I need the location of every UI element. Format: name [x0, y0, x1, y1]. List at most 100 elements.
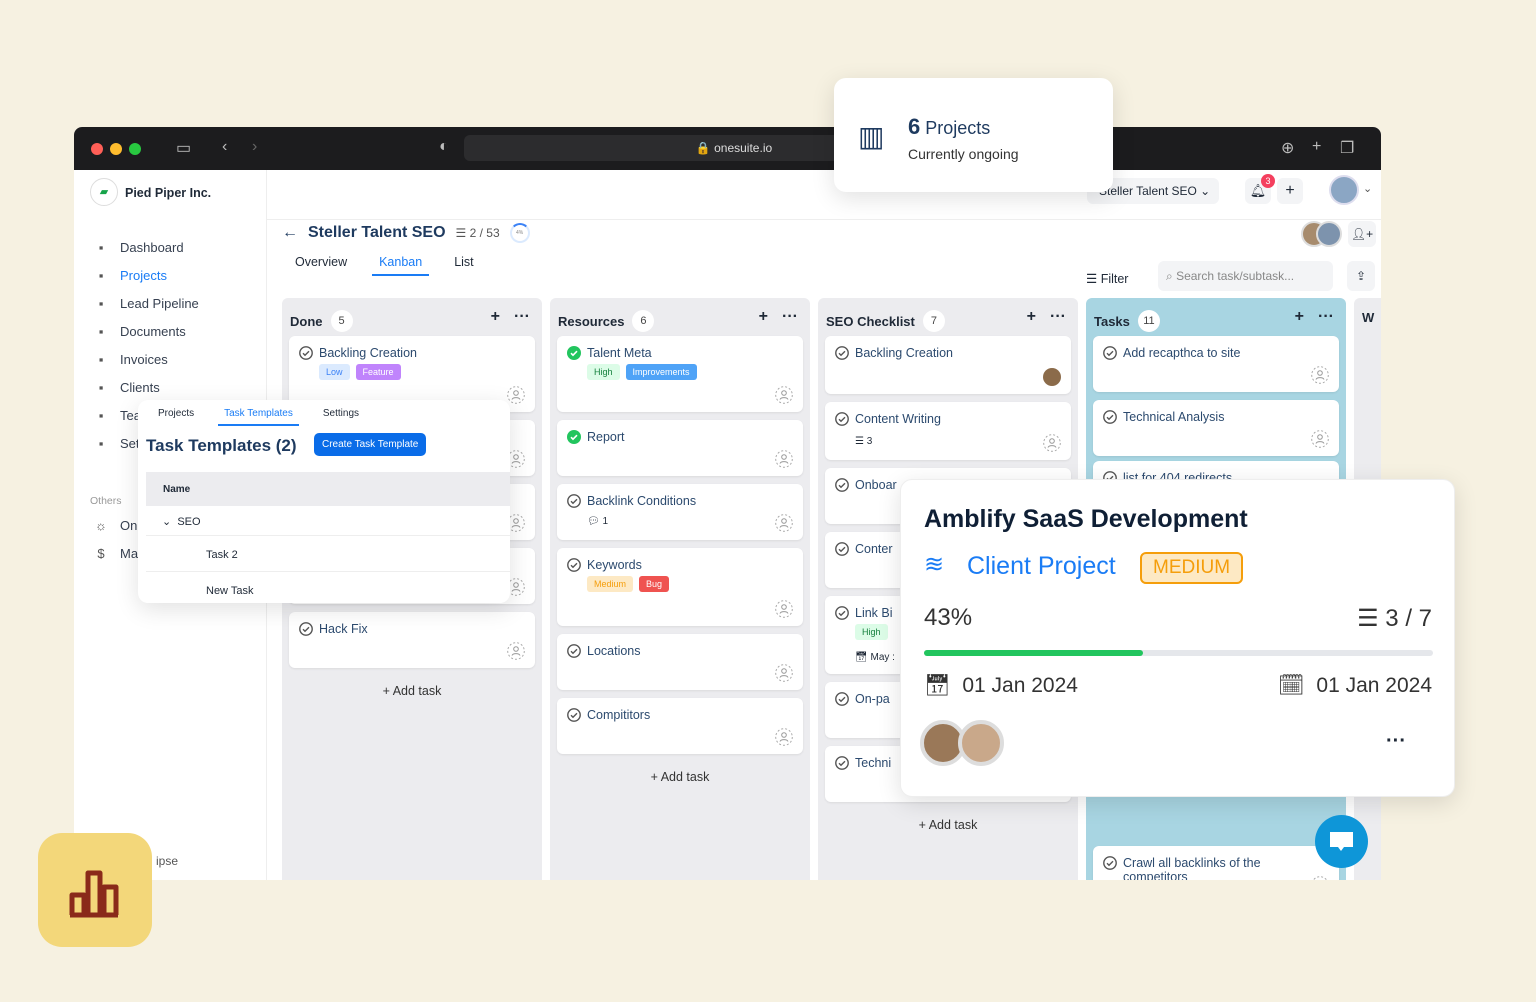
filter-button[interactable]: ☰ Filter	[1086, 272, 1129, 286]
template-row[interactable]: Task 2	[146, 538, 510, 572]
tabs-icon[interactable]: ❐	[1340, 140, 1355, 157]
task-card[interactable]: Add recapthca to site	[1093, 336, 1339, 392]
check-circle-icon[interactable]	[567, 708, 581, 722]
check-circle-icon[interactable]	[835, 606, 849, 620]
sidebar-item-lead-pipeline[interactable]: ▪ Lead Pipeline	[94, 296, 199, 311]
sidebar-item-tea[interactable]: ▪ Tea	[94, 408, 141, 423]
check-circle-icon[interactable]	[1103, 856, 1117, 870]
user-avatar[interactable]	[1329, 175, 1359, 205]
assignee-icon[interactable]	[775, 450, 793, 468]
check-circle-icon[interactable]	[567, 644, 581, 658]
task-card[interactable]: Report	[557, 420, 803, 476]
column-menu-icon[interactable]: ···	[1050, 308, 1066, 325]
add-card-icon[interactable]: +	[490, 308, 501, 325]
forward-icon[interactable]: ›	[252, 138, 258, 155]
back-icon[interactable]: ‹	[222, 138, 228, 155]
check-circle-icon[interactable]	[835, 542, 849, 556]
member-avatar[interactable]	[958, 720, 1004, 766]
sidebar-toggle-icon[interactable]: ▭	[176, 140, 192, 157]
assignee-icon[interactable]	[1311, 876, 1329, 880]
assignee-icon[interactable]	[1311, 430, 1329, 448]
create-task-template-button[interactable]: Create Task Template	[314, 433, 427, 456]
check-circle-icon[interactable]	[1103, 410, 1117, 424]
task-card[interactable]: Backlink Conditions 💬︎ 1	[557, 484, 803, 540]
sidebar-item-clients[interactable]: ▪ Clients	[94, 380, 160, 395]
add-icon[interactable]: +	[1277, 178, 1303, 204]
org-name[interactable]: Pied Piper Inc.	[125, 186, 212, 200]
new-tab-icon[interactable]: +	[1312, 138, 1322, 155]
close-window-button[interactable]	[91, 143, 103, 155]
column-menu-icon[interactable]: ···	[1318, 308, 1334, 325]
task-card[interactable]: Hack Fix	[289, 612, 535, 668]
check-circle-icon[interactable]	[299, 622, 313, 636]
back-arrow-icon[interactable]: ←	[282, 224, 298, 241]
assignee-icon[interactable]	[1043, 434, 1061, 452]
assignee-icon[interactable]	[775, 600, 793, 618]
add-card-icon[interactable]: +	[1026, 308, 1037, 325]
assignee-icon[interactable]	[507, 642, 525, 660]
check-circle-filled-icon[interactable]	[567, 346, 581, 360]
assignee-icon[interactable]	[507, 386, 525, 404]
assignee-icon[interactable]	[775, 514, 793, 532]
maximize-window-button[interactable]	[129, 143, 141, 155]
chat-icon[interactable]	[1315, 815, 1368, 868]
sidebar-item-label: Set	[120, 436, 140, 451]
tab-overview[interactable]: Overview	[295, 255, 348, 269]
collapse-button[interactable]: ipse	[156, 854, 179, 868]
check-circle-icon[interactable]	[835, 692, 849, 706]
template-row[interactable]: New Task	[206, 585, 254, 597]
project-card[interactable]: Amblify SaaS Development ≋ Client Projec…	[900, 479, 1455, 797]
sidebar-item-other[interactable]: ☼ On	[94, 518, 137, 533]
sidebar-item-other[interactable]: $ Ma	[94, 546, 138, 561]
sidebar-item-projects[interactable]: ▪ Projects	[94, 268, 167, 283]
check-circle-filled-icon[interactable]	[567, 430, 581, 444]
add-task-button[interactable]: + Add task	[918, 818, 978, 832]
export-icon[interactable]: ⇪	[1347, 261, 1375, 291]
sidebar-item-set[interactable]: ▪ Set	[94, 436, 140, 451]
chevron-down-icon[interactable]: ⌄	[1363, 183, 1373, 195]
more-options-icon[interactable]: ···	[1386, 730, 1406, 752]
task-card[interactable]: Backling Creation	[825, 336, 1071, 394]
download-icon[interactable]: ⊕	[1281, 140, 1295, 157]
assignee-icon[interactable]	[775, 386, 793, 404]
task-card[interactable]: Content Writing ☰ 3	[825, 402, 1071, 460]
check-circle-icon[interactable]	[567, 558, 581, 572]
member-avatar[interactable]	[1316, 221, 1342, 247]
sidebar-item-documents[interactable]: ▪ Documents	[94, 324, 186, 339]
check-circle-icon[interactable]	[1103, 346, 1117, 360]
check-circle-icon[interactable]	[299, 346, 313, 360]
template-tab-settings[interactable]: Settings	[322, 408, 360, 419]
check-circle-icon[interactable]	[835, 346, 849, 360]
assignee-icon[interactable]	[775, 728, 793, 746]
check-circle-icon[interactable]	[835, 478, 849, 492]
tab-list[interactable]: List	[454, 255, 474, 269]
search-input[interactable]: ⌕ Search task/subtask...	[1158, 261, 1333, 291]
add-card-icon[interactable]: +	[1294, 308, 1305, 325]
tab-kanban[interactable]: Kanban	[372, 255, 430, 276]
minimize-window-button[interactable]	[110, 143, 122, 155]
template-group-seo[interactable]: ⌄ SEO	[146, 506, 510, 536]
column-menu-icon[interactable]: ···	[782, 308, 798, 325]
task-card[interactable]: Crawl all backlinks of the competitors	[1093, 846, 1339, 880]
add-task-button[interactable]: + Add task	[650, 770, 710, 784]
task-card[interactable]: Talent Meta High Improvements	[557, 336, 803, 412]
task-card[interactable]: Locations	[557, 634, 803, 690]
add-task-button[interactable]: + Add task	[382, 684, 442, 698]
check-circle-icon[interactable]	[835, 756, 849, 770]
check-circle-icon[interactable]	[567, 494, 581, 508]
check-circle-icon[interactable]	[835, 412, 849, 426]
add-member-icon[interactable]: 👤︎+	[1348, 221, 1376, 247]
task-card[interactable]: Compititors	[557, 698, 803, 754]
assignee-icon[interactable]	[775, 664, 793, 682]
task-card[interactable]: Backling Creation Low Feature	[289, 336, 535, 412]
assignee-icon[interactable]	[1311, 366, 1329, 384]
task-card[interactable]: Technical Analysis	[1093, 400, 1339, 456]
template-tab-task-templates[interactable]: Task Templates	[218, 408, 299, 426]
sidebar-item-invoices[interactable]: ▪ Invoices	[94, 352, 168, 367]
template-tab-projects[interactable]: Projects	[158, 408, 195, 419]
sidebar-item-dashboard[interactable]: ▪ Dashboard	[94, 240, 184, 255]
task-card[interactable]: Keywords Medium Bug	[557, 548, 803, 626]
add-card-icon[interactable]: +	[758, 308, 769, 325]
column-menu-icon[interactable]: ···	[514, 308, 530, 325]
assignee-avatar[interactable]	[1043, 368, 1061, 386]
